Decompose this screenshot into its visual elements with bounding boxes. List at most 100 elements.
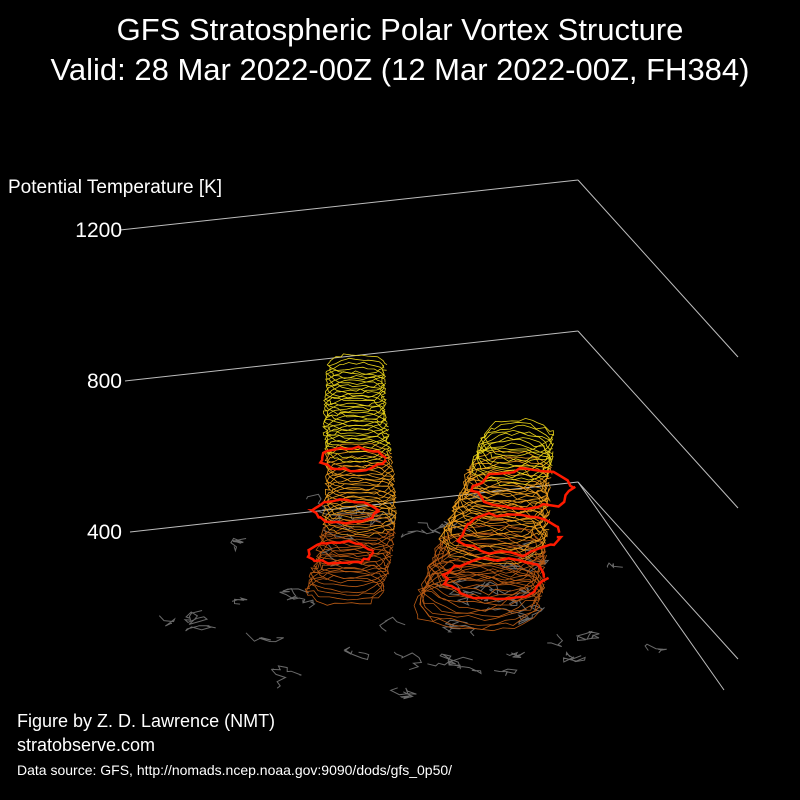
vortex-contour: [308, 561, 387, 594]
coastline-segment: [158, 615, 176, 627]
coastline-segment: [480, 591, 521, 607]
vortex-contour: [316, 539, 393, 570]
vortex-contour: [413, 576, 542, 632]
vortex-contour: [436, 524, 547, 574]
vortex-contour: [323, 393, 387, 418]
highlight-contour: [318, 445, 388, 473]
vortex-contour: [452, 493, 550, 538]
vortex-contour: [326, 353, 388, 376]
vortex-contour: [325, 375, 386, 399]
vortex-contour: [477, 424, 554, 462]
vortex-contour: [304, 574, 385, 606]
vortex-contour: [324, 446, 393, 473]
z-level-line: [124, 330, 579, 382]
z-axis-label: Potential Temperature [K]: [8, 177, 222, 198]
coastline-segment: [485, 581, 511, 596]
vortex-contour: [476, 431, 554, 469]
vortex-contour: [323, 513, 396, 541]
vortex-contour: [325, 455, 393, 483]
coastline-segment: [379, 616, 406, 632]
vortex-contour: [322, 498, 398, 528]
coastline-segment: [245, 632, 284, 643]
vortex-contour: [479, 429, 554, 467]
z-level-side-edge: [577, 179, 739, 358]
z-tick-label: 800: [87, 370, 122, 393]
coastline-segment: [400, 522, 435, 538]
coastline-segment: [518, 604, 545, 625]
coastline-segment: [389, 687, 417, 700]
coastline-segment: [562, 651, 586, 663]
coastline-segment: [183, 610, 209, 625]
vortex-contour: [324, 443, 392, 469]
vortex-contour: [325, 434, 391, 460]
vortex-contour: [422, 565, 543, 621]
vortex-contour: [319, 523, 395, 551]
data-source-credit: Data source: GFS, http://nomads.ncep.noa…: [17, 762, 453, 778]
figure-credit: Figure by Z. D. Lawrence (NMT): [17, 711, 276, 731]
coastline-segment: [448, 586, 482, 606]
website-credit: stratobserve.com: [17, 735, 156, 755]
chart-title: GFS Stratospheric Polar Vortex Structure: [116, 12, 684, 47]
z-level-side-edge: [577, 330, 739, 509]
z-tick-label: 400: [87, 521, 122, 544]
vortex-contour: [434, 526, 545, 580]
coastline-segment: [185, 625, 216, 632]
vortex-contour: [306, 570, 385, 601]
vortex-contour: [419, 572, 541, 626]
coastline-segment: [279, 588, 316, 609]
vortex-contour: [322, 411, 388, 435]
vortex-contour: [325, 366, 387, 390]
highlight-contour: [455, 511, 564, 558]
vortex-contour: [325, 424, 390, 451]
vortex-contour: [417, 563, 546, 618]
vortex-contour: [480, 421, 554, 457]
vortex-contour: [447, 500, 550, 547]
highlight-contour: [440, 556, 550, 601]
coastline-segment: [606, 562, 623, 569]
chart-subtitle: Valid: 28 Mar 2022-00Z (12 Mar 2022-00Z,…: [50, 52, 750, 87]
vortex-contour: [447, 499, 551, 540]
highlight-contour: [306, 539, 375, 565]
coastline-segment: [644, 643, 667, 654]
coastline-segment: [230, 537, 247, 553]
axes-box: [119, 179, 739, 691]
vortex-isosurface: [304, 353, 576, 632]
coastline-segment: [343, 646, 370, 661]
vortex-contour: [325, 361, 385, 385]
highlight-contour: [307, 498, 381, 525]
vortex-contour: [322, 420, 390, 444]
vortex-contour: [325, 464, 395, 492]
vortex-contour: [457, 476, 549, 519]
coastline-segment: [231, 597, 248, 605]
vortex-contour: [453, 481, 550, 525]
vortex-contour: [323, 388, 387, 413]
coastline-segment: [445, 619, 468, 629]
coastline-segment: [393, 651, 423, 671]
vortex-contour: [325, 370, 387, 395]
vortex-contour: [426, 550, 546, 604]
coastline-segment: [576, 630, 600, 641]
z-level-side-edge: [577, 481, 739, 660]
vortex-contour: [324, 477, 397, 504]
coastline-segment: [439, 653, 461, 670]
vortex-contour: [483, 417, 555, 453]
vortex-contour: [463, 460, 550, 504]
coastline-segment: [506, 651, 525, 658]
vortex-contour: [324, 473, 395, 500]
coastline-map: [158, 490, 667, 700]
floor-edge: [577, 481, 725, 691]
z-axis-ticks: 400 800 1200: [75, 219, 122, 544]
z-level-line: [119, 179, 579, 231]
coastline-segment: [457, 666, 482, 675]
coastline-segment: [494, 668, 518, 677]
vortex-contour: [432, 533, 547, 586]
vortex-contour: [465, 455, 553, 494]
vortex-contour: [421, 559, 545, 614]
vortex-contour: [439, 519, 546, 570]
vortex-contour: [428, 538, 546, 589]
vortex-contour: [323, 495, 397, 525]
z-tick-label: 1200: [75, 219, 122, 242]
highlight-contour: [469, 466, 576, 511]
vortex-contour: [321, 518, 396, 547]
